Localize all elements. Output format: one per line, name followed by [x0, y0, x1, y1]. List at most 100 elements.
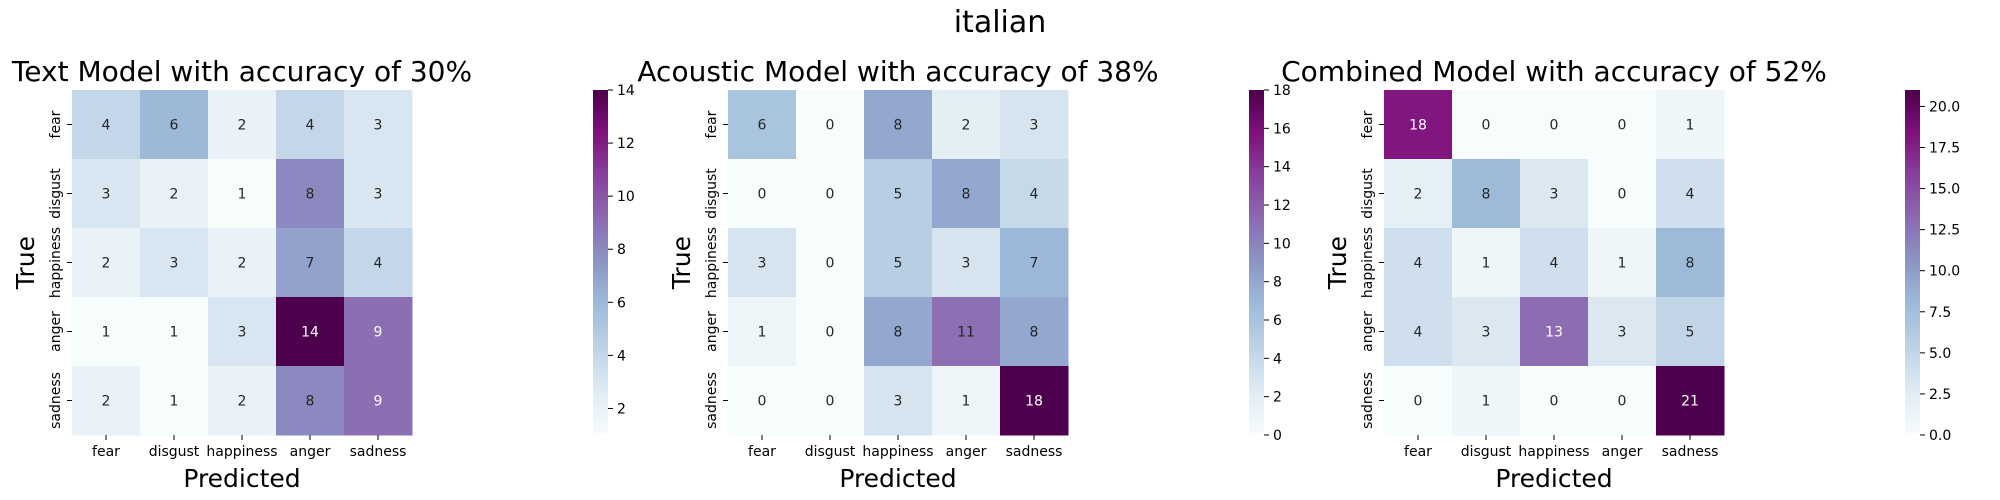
- colorbar-tick-label: 6: [617, 295, 626, 311]
- heatmap-cell: [72, 297, 141, 367]
- heatmap-cell: [1452, 228, 1521, 298]
- heatmap-cell: [208, 90, 277, 160]
- colorbar-tick-label: 2.5: [1929, 387, 1951, 403]
- cell-value-label: 3: [962, 256, 971, 272]
- colorbar-tick-label: 18: [1273, 83, 1291, 99]
- heatmap-cell: [276, 159, 345, 229]
- colorbar-tick-label: 16: [1273, 121, 1291, 137]
- heatmap-cell: [1520, 366, 1589, 436]
- x-axis-label: Predicted: [183, 464, 300, 493]
- colorbar-tick-label: 2: [1273, 390, 1282, 406]
- y-axis-label: True: [1323, 236, 1352, 290]
- cell-value-label: 5: [894, 256, 903, 272]
- heatmap-cell: [1384, 297, 1453, 367]
- x-tick-label: disgust: [149, 444, 200, 460]
- heatmap-cell: [344, 159, 413, 229]
- heatmap-cell: [1656, 366, 1725, 436]
- cell-value-label: 3: [894, 394, 903, 410]
- cell-value-label: 9: [374, 394, 383, 410]
- cell-value-label: 4: [374, 256, 383, 272]
- y-tick-label: happiness: [48, 227, 64, 298]
- y-tick-label: sadness: [704, 372, 720, 429]
- cell-value-label: 3: [1618, 325, 1627, 341]
- x-tick-label: fear: [748, 444, 776, 460]
- cell-value-label: 4: [1414, 325, 1423, 341]
- cell-value-label: 4: [1030, 187, 1039, 203]
- y-axis-label: True: [11, 236, 40, 290]
- colorbar-tick-label: 17.5: [1929, 141, 1960, 157]
- x-tick-label: anger: [290, 444, 331, 460]
- heatmap-cell: [1000, 159, 1069, 229]
- x-tick-label: disgust: [805, 444, 856, 460]
- heatmap-cell: [932, 228, 1001, 298]
- cell-value-label: 2: [238, 118, 247, 134]
- cell-value-label: 0: [758, 187, 767, 203]
- heatmap-cell: [208, 366, 277, 436]
- cell-value-label: 1: [1482, 394, 1491, 410]
- heatmap-cell: [1384, 228, 1453, 298]
- cell-value-label: 3: [170, 256, 179, 272]
- colorbar-tick-label: 2: [617, 401, 626, 417]
- cell-value-label: 8: [306, 187, 315, 203]
- heatmap-cell: [796, 297, 865, 367]
- heatmap-cell: [1588, 366, 1657, 436]
- cell-value-label: 0: [1482, 118, 1491, 134]
- heatmap-cell: [1000, 228, 1069, 298]
- heatmap-cell: [1588, 159, 1657, 229]
- x-axis-label: Predicted: [1495, 464, 1612, 493]
- x-tick-label: sadness: [1662, 444, 1719, 460]
- cell-value-label: 13: [1545, 325, 1563, 341]
- cell-value-label: 0: [1618, 187, 1627, 203]
- cell-value-label: 0: [826, 325, 835, 341]
- heatmap-cell: [932, 366, 1001, 436]
- colorbar: [1905, 90, 1920, 435]
- colorbar-tick-label: 4: [1273, 351, 1282, 367]
- heatmap-cell: [1384, 159, 1453, 229]
- y-axis-label: True: [667, 236, 696, 290]
- cell-value-label: 8: [894, 118, 903, 134]
- cell-value-label: 1: [170, 394, 179, 410]
- cell-value-label: 1: [758, 325, 767, 341]
- colorbar-tick-label: 8: [1273, 275, 1282, 291]
- cell-value-label: 4: [1414, 256, 1423, 272]
- cell-value-label: 3: [1030, 118, 1039, 134]
- heatmap-cell: [796, 366, 865, 436]
- panel-title: Combined Model with accuracy of 52%: [1281, 55, 1827, 88]
- x-tick-label: fear: [92, 444, 120, 460]
- cell-value-label: 0: [1550, 394, 1559, 410]
- heatmap-cell: [1656, 159, 1725, 229]
- heatmap-cell: [72, 228, 141, 298]
- heatmap-cell: [728, 228, 797, 298]
- cell-value-label: 0: [826, 118, 835, 134]
- heatmap-cell: [796, 90, 865, 160]
- heatmap-cell: [208, 228, 277, 298]
- cell-value-label: 8: [894, 325, 903, 341]
- heatmap-cell: [864, 366, 933, 436]
- y-tick-label: disgust: [1360, 168, 1376, 219]
- colorbar-tick-label: 8: [617, 242, 626, 258]
- figure-title: italian: [954, 5, 1047, 40]
- cell-value-label: 2: [962, 118, 971, 134]
- cell-value-label: 0: [1618, 118, 1627, 134]
- cell-value-label: 14: [301, 325, 319, 341]
- cell-value-label: 2: [170, 187, 179, 203]
- cell-value-label: 3: [102, 187, 111, 203]
- y-tick-label: anger: [704, 311, 720, 352]
- heatmap-cell: [208, 159, 277, 229]
- heatmap-cell: [276, 90, 345, 160]
- heatmap-cell: [1520, 90, 1589, 160]
- cell-value-label: 3: [758, 256, 767, 272]
- heatmap-cell: [344, 297, 413, 367]
- heatmap-cell: [864, 297, 933, 367]
- cell-value-label: 2: [238, 394, 247, 410]
- heatmap-cell: [276, 228, 345, 298]
- heatmap-cell: [1452, 90, 1521, 160]
- cell-value-label: 2: [1414, 187, 1423, 203]
- heatmap-cell: [208, 297, 277, 367]
- y-tick-label: anger: [1360, 311, 1376, 352]
- y-tick-label: anger: [48, 311, 64, 352]
- cell-value-label: 8: [962, 187, 971, 203]
- heatmap-cell: [796, 159, 865, 229]
- heatmap-panel-2: Acoustic Model with accuracy of 38% 6 0 8 2 3…: [637, 55, 1291, 493]
- cell-value-label: 2: [102, 394, 111, 410]
